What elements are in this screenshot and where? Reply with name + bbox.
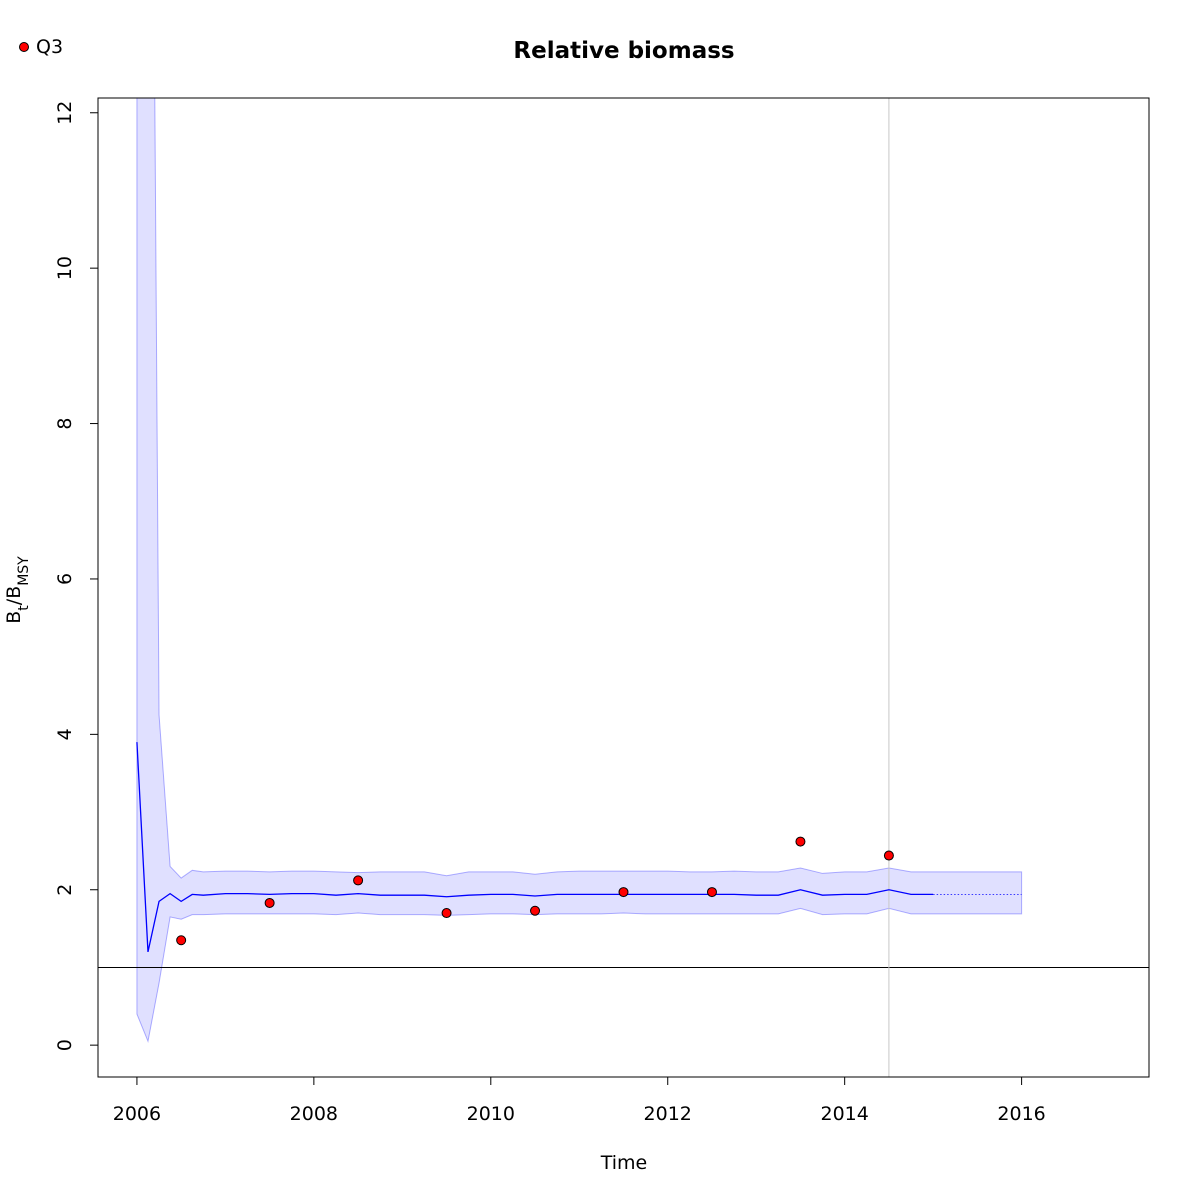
x-tick-label: 2006 bbox=[113, 1103, 161, 1125]
legend: Q3 bbox=[19, 36, 63, 58]
x-tick-label: 2014 bbox=[820, 1103, 868, 1125]
plot-frame bbox=[97, 97, 1150, 1078]
x-tick-label: 2010 bbox=[467, 1103, 515, 1125]
axes: 2006 2008 2010 2012 2014 2016 0 2 4 6 8 10 12 bbox=[54, 101, 1046, 1125]
data-point bbox=[176, 935, 187, 946]
y-axis-label-part: /B bbox=[3, 586, 25, 605]
x-tick-label: 2016 bbox=[997, 1103, 1045, 1125]
data-point bbox=[530, 905, 541, 916]
data-point bbox=[706, 887, 717, 898]
data-point bbox=[618, 887, 629, 898]
y-axis-label-part: t bbox=[16, 605, 32, 611]
x-tick-label: 2012 bbox=[644, 1103, 692, 1125]
y-tick-label: 12 bbox=[54, 101, 76, 125]
data-point bbox=[795, 836, 806, 847]
chart-title: Relative biomass bbox=[513, 38, 734, 64]
y-axis-label-part: MSY bbox=[16, 556, 32, 586]
x-tick-label: 2008 bbox=[290, 1103, 338, 1125]
data-point bbox=[353, 875, 364, 886]
x-axis-label: Time bbox=[600, 1152, 648, 1174]
y-tick-label: 2 bbox=[54, 884, 76, 896]
plot-area bbox=[98, 98, 1149, 1077]
y-axis-label-part: B bbox=[3, 611, 25, 624]
data-point bbox=[264, 897, 275, 908]
y-tick-label: 8 bbox=[54, 418, 76, 430]
y-tick-label: 6 bbox=[54, 573, 76, 585]
confidence-band bbox=[136, 98, 1023, 1044]
data-point bbox=[441, 908, 452, 919]
y-tick-label: 10 bbox=[54, 256, 76, 280]
legend-label: Q3 bbox=[36, 36, 63, 58]
series-line bbox=[136, 742, 934, 953]
y-tick-label: 0 bbox=[54, 1039, 76, 1051]
data-point bbox=[883, 850, 894, 861]
legend-marker bbox=[19, 42, 29, 52]
y-tick-label: 4 bbox=[54, 728, 76, 740]
y-axis-label: Bt/BMSY bbox=[3, 556, 32, 624]
